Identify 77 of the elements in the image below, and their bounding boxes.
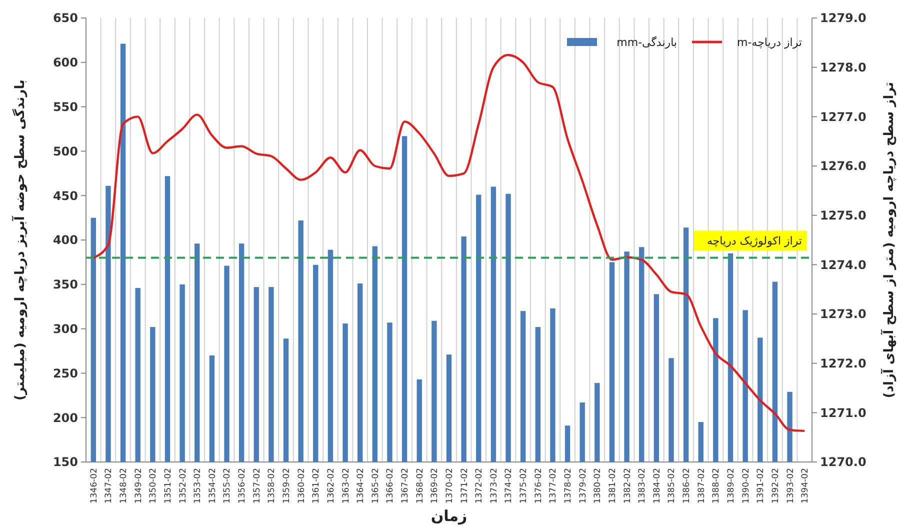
x-tick-label: 1384-02 — [652, 468, 662, 504]
x-tick-label: 1393-02 — [786, 468, 796, 504]
y-tick-label: 300 — [52, 322, 78, 336]
x-tick-label: 1380-02 — [593, 468, 604, 504]
x-tick-label: 1383-02 — [638, 468, 648, 504]
x-tick-label: 1375-02 — [519, 468, 530, 504]
y-tick-label: 600 — [52, 56, 78, 70]
x-tick-label: 1367-02 — [400, 468, 411, 504]
y2-tick-label: 1273.0 — [820, 307, 866, 322]
y2-tick-label: 1270.0 — [820, 455, 866, 470]
x-tick-label: 1366-02 — [386, 468, 396, 504]
y-tick-label: 650 — [52, 11, 78, 26]
x-tick-label: 1382-02 — [622, 468, 633, 504]
y2-tick-label: 1278.0 — [820, 60, 866, 75]
x-tick-label: 1377-02 — [548, 468, 559, 504]
x-tick-label: 1364-02 — [356, 468, 366, 504]
x-tick-label: 1362-02 — [326, 468, 336, 504]
x-tick-label: 1390-02 — [741, 468, 752, 504]
x-tick-label: 1388-02 — [712, 468, 722, 504]
x-tick-label: 1372-02 — [474, 468, 485, 504]
x-tick-label: 1369-02 — [430, 468, 440, 504]
x-tick-label: 1349-02 — [134, 468, 144, 504]
x-tick-label: 1356-02 — [238, 468, 248, 504]
x-tick-label: 1346-02 — [89, 468, 100, 504]
x-tick-label: 1370-02 — [444, 468, 455, 504]
x-tick-label: 1394-02 — [800, 468, 811, 504]
y2-tick-label: 1276.0 — [820, 159, 866, 174]
y-axis-title: بارندگی سطح حوضه آبریز دریاچه ارومیه (میلیمتر) — [11, 79, 28, 401]
x-tick-label: 1359-02 — [282, 468, 292, 504]
x-axis-title: زمان — [430, 507, 468, 525]
x-tick-label: 1354-02 — [208, 468, 218, 504]
y-tick-label: 250 — [52, 366, 78, 380]
x-tick-label: 1365-02 — [370, 468, 381, 504]
x-tick-label: 1381-02 — [608, 468, 618, 504]
x-tick-label: 1376-02 — [534, 468, 544, 504]
y2-tick-label: 1279.0 — [820, 11, 866, 26]
y2-tick-label: 1271.0 — [820, 406, 866, 420]
legend-label: تراز دریاچه-m — [736, 36, 802, 49]
x-tick-label: 1350-02 — [148, 468, 159, 504]
x-tick-label: 1392-02 — [770, 468, 781, 504]
line-series — [92, 54, 806, 432]
y2-tick-label: 1272.0 — [820, 356, 866, 371]
y2-tick-label: 1274.0 — [820, 258, 866, 272]
x-tick-label: 1361-02 — [312, 468, 322, 504]
x-tick-label: 1378-02 — [564, 468, 574, 504]
x-tick-label: 1351-02 — [163, 468, 174, 504]
y-tick-label: 400 — [52, 233, 78, 248]
x-tick-label: 1391-02 — [756, 468, 766, 504]
x-tick-label: 1389-02 — [726, 468, 736, 504]
y-tick-label: 350 — [52, 278, 78, 292]
legend-label: بارندگی-mm — [616, 36, 677, 49]
ref-line-label: تراز اکولوژیک دریاچه — [706, 234, 802, 248]
y-tick-label: 450 — [52, 188, 78, 203]
y-tick-label: 150 — [52, 455, 78, 470]
y-tick-label: 550 — [52, 100, 78, 114]
x-tick-label: 1348-02 — [119, 468, 130, 504]
y-tick-label: 200 — [52, 410, 78, 425]
x-tick-label: 1358-02 — [267, 468, 278, 504]
x-tick-label: 1386-02 — [682, 468, 692, 504]
y2-tick-label: 1277.0 — [820, 110, 866, 124]
x-tick-label: 1379-02 — [578, 468, 588, 504]
x-tick-label: 1357-02 — [252, 468, 262, 504]
x-tick-label: 1347-02 — [104, 468, 114, 504]
x-tick-label: 1360-02 — [296, 468, 307, 504]
y-tick-label: 500 — [52, 144, 78, 158]
x-tick-label: 1352-02 — [178, 468, 188, 504]
y2-tick-label: 1275.0 — [820, 208, 866, 223]
x-tick-label: 1373-02 — [489, 468, 500, 504]
x-tick-label: 1363-02 — [341, 468, 352, 504]
x-tick-label: 1374-02 — [504, 468, 514, 504]
x-tick-label: 1371-02 — [460, 468, 470, 504]
x-tick-label: 1385-02 — [667, 468, 678, 504]
x-tick-label: 1355-02 — [222, 468, 233, 504]
x-tick-label: 1387-02 — [696, 468, 707, 504]
y2-axis-title: تراز سطح دریاچه ارومیه (متر از سطح آبهای آزاد) — [880, 82, 897, 398]
x-tick-label: 1353-02 — [193, 468, 204, 504]
x-tick-label: 1368-02 — [415, 468, 426, 504]
